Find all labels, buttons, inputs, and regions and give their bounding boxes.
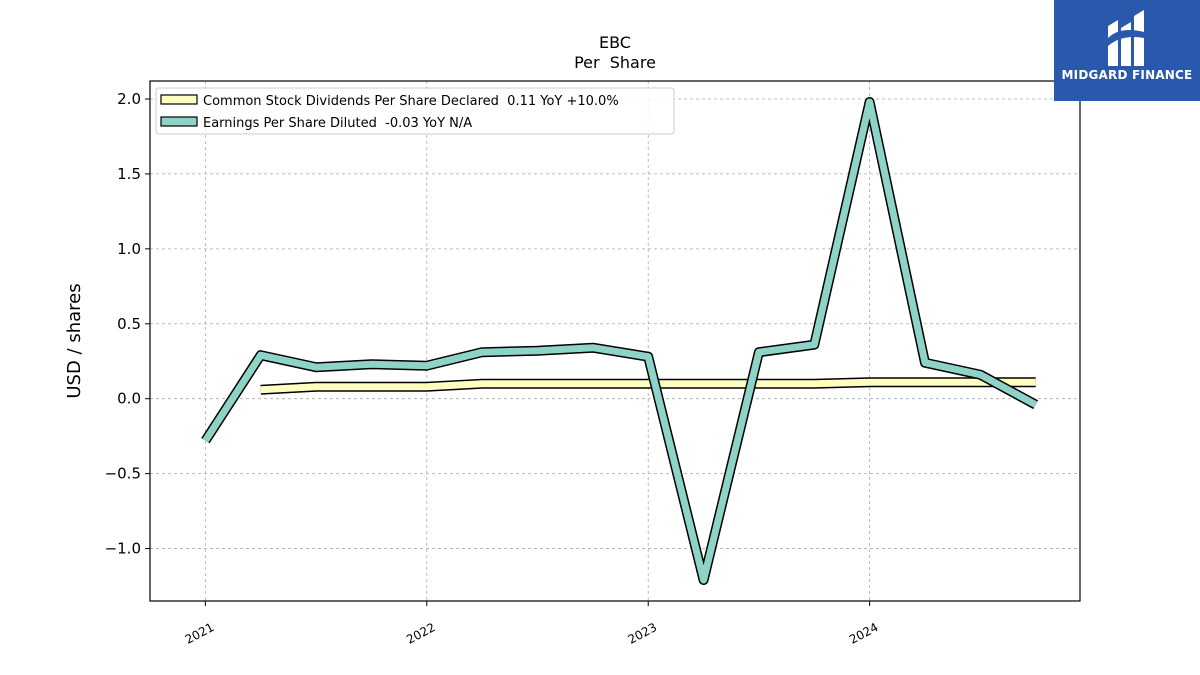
logo-text: MIDGARD FINANCE (1061, 68, 1193, 82)
grid-lines (150, 81, 1080, 601)
series-eps-line (202, 98, 1038, 584)
series-dividends (260, 377, 1036, 395)
chart-subtitle: Per Share (574, 53, 656, 72)
y-axis-label: USD / shares (64, 283, 85, 398)
legend-label-eps: Earnings Per Share Diluted -0.03 YoY N/A (203, 116, 472, 131)
y-tick-label: −0.5 (105, 465, 141, 483)
logo-mark-icon (1108, 10, 1144, 66)
x-tick-label: 2024 (847, 620, 881, 647)
legend-swatch-eps (160, 116, 198, 127)
legend-box (155, 87, 675, 135)
y-tick-label: 0.0 (117, 390, 141, 408)
y-tick-label: 1.5 (117, 165, 141, 183)
x-tick-label: 2021 (183, 620, 217, 647)
y-tick-label: 1.0 (117, 240, 141, 258)
series-eps (201, 97, 1039, 585)
x-tick-label: 2023 (626, 620, 660, 647)
x-axis-ticks: 2021 2022 2023 2024 (183, 601, 881, 647)
series-dividends-line (260, 378, 1036, 394)
x-tick-label: 2022 (404, 620, 438, 647)
brand-logo: MIDGARD FINANCE (1054, 0, 1200, 101)
y-tick-label: 2.0 (117, 90, 141, 108)
y-axis-ticks: 2.0 1.5 1.0 0.5 0.0 −0.5 −1.0 (105, 90, 150, 558)
y-tick-label: −1.0 (105, 540, 141, 558)
plot-frame (149, 80, 1081, 602)
legend-label-dividends: Common Stock Dividends Per Share Declare… (203, 94, 619, 109)
y-tick-label: 0.5 (117, 315, 141, 333)
chart-title: EBC (599, 33, 631, 52)
legend-swatch-dividends (160, 94, 198, 105)
series-layer (201, 97, 1039, 585)
legend: Common Stock Dividends Per Share Declare… (155, 87, 675, 135)
